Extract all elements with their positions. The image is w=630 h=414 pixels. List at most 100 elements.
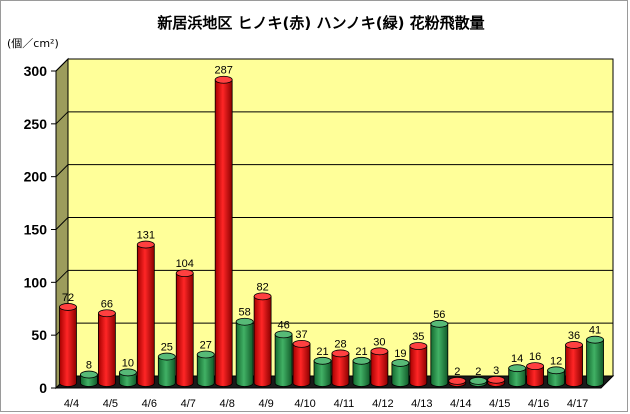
bar-body — [196, 354, 215, 387]
bar-top — [430, 319, 449, 328]
data-label: 36 — [568, 330, 580, 342]
bar-top — [352, 356, 371, 365]
bar-body — [331, 353, 350, 387]
x-tick-label: 4/10 — [294, 398, 315, 410]
data-label: 8 — [86, 360, 92, 372]
data-label: 2 — [475, 366, 481, 378]
bar-top — [196, 350, 215, 359]
bar-top — [292, 340, 311, 348]
bar-body — [508, 367, 527, 387]
data-label: 287 — [214, 65, 232, 77]
bar-top — [586, 335, 604, 344]
bar-body — [370, 350, 389, 387]
data-label: 104 — [176, 258, 194, 270]
bar-top — [118, 368, 137, 377]
x-tick-label: 4/14 — [450, 398, 471, 410]
bar-body — [157, 356, 176, 387]
data-label: 16 — [529, 351, 541, 363]
bar-body — [352, 360, 371, 387]
bar-top — [391, 359, 410, 367]
bar-body — [526, 365, 545, 387]
data-label: 56 — [433, 309, 445, 321]
x-tick-label: 4/4 — [64, 398, 79, 410]
bar-body — [391, 362, 410, 387]
data-label: 19 — [394, 348, 406, 360]
data-label: 12 — [550, 355, 562, 367]
bar-body — [175, 272, 194, 387]
x-tick-label: 4/6 — [142, 398, 157, 410]
bar-top — [97, 309, 116, 318]
x-tick-label: 4/7 — [181, 398, 196, 410]
bar-top — [526, 362, 545, 370]
data-label: 37 — [295, 329, 307, 341]
bar-body — [313, 360, 332, 387]
chart-title: 新居浜地区 ヒノキ(赤) ハンノキ(緑) 花粉飛散量 — [157, 14, 484, 32]
bars — [59, 75, 604, 387]
data-label: 10 — [122, 357, 134, 369]
gridline — [55, 217, 613, 230]
data-label: 58 — [239, 307, 251, 319]
x-tick-label: 4/17 — [567, 398, 588, 410]
bar-body — [214, 79, 233, 387]
bar-top — [313, 356, 332, 365]
data-label: 82 — [256, 281, 268, 293]
bar-top — [547, 366, 566, 375]
bar-top — [487, 375, 506, 384]
bar-top — [409, 342, 428, 350]
bar-body — [274, 333, 293, 387]
bar-body — [59, 306, 77, 387]
data-label: 131 — [137, 230, 155, 242]
bar-top — [370, 347, 389, 356]
x-tick-label: 4/11 — [334, 398, 355, 410]
data-labels: 7286610131251042728758824637212821301935… — [62, 65, 601, 378]
data-label: 21 — [316, 346, 328, 358]
gridline — [55, 164, 613, 178]
data-label: 66 — [101, 298, 113, 310]
data-label: 41 — [589, 325, 601, 337]
bar-body — [118, 372, 137, 387]
y-tick-label: 300 — [24, 63, 48, 79]
bar-body — [547, 369, 566, 387]
y-tick-label: 150 — [24, 222, 48, 238]
bar-top — [331, 349, 350, 358]
data-label: 27 — [200, 339, 212, 351]
bar-body — [136, 244, 155, 387]
data-label: 2 — [454, 366, 460, 378]
x-tick-label: 4/13 — [411, 398, 432, 410]
data-label: 3 — [493, 365, 499, 377]
bar-body — [430, 323, 449, 387]
y-axis-ticks: 0 50 100 150 200 250 300 — [24, 63, 601, 396]
data-label: 30 — [373, 336, 385, 348]
gridline — [55, 111, 613, 125]
data-label: 21 — [355, 346, 367, 358]
bar-top — [253, 292, 272, 301]
bar-top — [469, 376, 488, 385]
bar-body — [409, 345, 428, 387]
bar-top — [59, 303, 77, 311]
bar-body — [292, 343, 311, 387]
bar-top — [157, 352, 176, 361]
data-label: 25 — [161, 342, 173, 354]
gridline — [55, 58, 613, 72]
bar-top — [214, 75, 233, 84]
bar-top — [508, 364, 527, 373]
gridline — [55, 269, 613, 283]
bar-top — [136, 240, 155, 249]
bar-top — [565, 341, 583, 349]
y-tick-label: 200 — [24, 169, 48, 185]
data-label: 72 — [62, 292, 74, 304]
data-label: 14 — [511, 353, 523, 365]
x-tick-label: 4/12 — [372, 398, 393, 410]
bar-top — [448, 376, 467, 385]
y-axis-unit-label: (個／cm²) — [7, 37, 59, 50]
bar-body — [253, 295, 272, 387]
x-axis-ticks: 4/4 4/5 4/6 4/7 4/8 4/9 4/10 4/11 4/12 4/13 4/14 4/… — [64, 398, 588, 410]
x-tick-label: 4/5 — [103, 398, 118, 410]
bar-top — [235, 317, 254, 326]
x-tick-label: 4/15 — [489, 398, 510, 410]
bar-body — [235, 321, 254, 387]
y-tick-label: 50 — [31, 327, 47, 343]
data-label: 46 — [277, 319, 289, 331]
y-tick-label: 0 — [39, 380, 47, 396]
